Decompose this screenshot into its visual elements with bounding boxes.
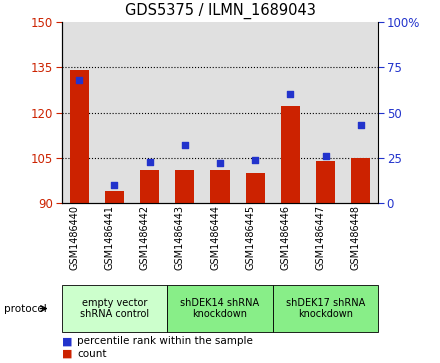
Text: GSM1486441: GSM1486441 [104,205,114,270]
Point [181,142,188,148]
Text: GSM1486443: GSM1486443 [175,205,185,270]
Text: GSM1486448: GSM1486448 [351,205,361,270]
Point [216,160,224,166]
Point [287,91,294,97]
Text: empty vector
shRNA control: empty vector shRNA control [80,298,149,319]
Text: percentile rank within the sample: percentile rank within the sample [77,336,253,346]
Bar [105,191,124,203]
Text: ■: ■ [62,349,72,359]
Point [76,77,83,83]
Text: shDEK17 shRNA
knockdown: shDEK17 shRNA knockdown [286,298,365,319]
Text: GSM1486446: GSM1486446 [280,205,290,270]
Bar [246,173,265,203]
Text: count: count [77,349,106,359]
Text: ■: ■ [62,336,72,346]
Point [357,122,364,128]
Bar [351,158,370,203]
Bar [210,170,230,203]
Point [111,182,118,188]
Bar [70,70,89,203]
Text: GSM1486440: GSM1486440 [69,205,79,270]
Point [322,153,329,159]
Text: GSM1486444: GSM1486444 [210,205,220,270]
Text: protocol: protocol [4,303,47,314]
Bar [175,170,194,203]
Text: GSM1486447: GSM1486447 [315,205,326,270]
Bar [140,170,159,203]
Point [146,159,153,164]
Text: shDEK14 shRNA
knockdown: shDEK14 shRNA knockdown [180,298,260,319]
Text: GSM1486442: GSM1486442 [139,205,150,270]
Title: GDS5375 / ILMN_1689043: GDS5375 / ILMN_1689043 [125,3,315,19]
Bar [281,106,300,203]
Text: GSM1486445: GSM1486445 [245,205,255,270]
Point [252,157,259,163]
Bar [316,161,335,203]
